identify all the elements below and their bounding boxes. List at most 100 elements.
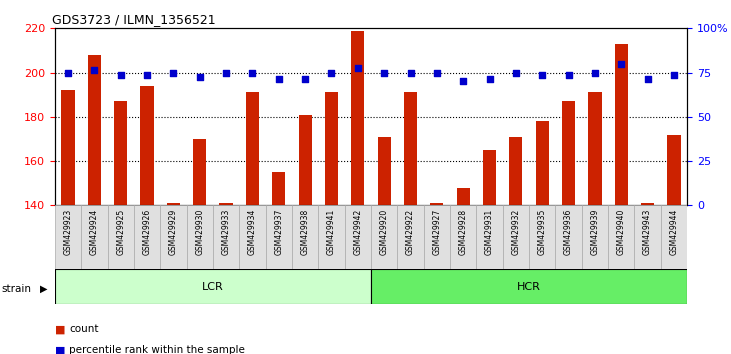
FancyBboxPatch shape [371,269,687,304]
Text: GSM429942: GSM429942 [353,209,363,255]
Bar [667,135,681,205]
FancyBboxPatch shape [55,269,371,304]
Text: count: count [69,324,99,334]
Point [141,72,153,78]
Point [115,72,126,78]
Text: GSM429935: GSM429935 [538,209,547,255]
FancyBboxPatch shape [477,205,503,269]
Point [246,70,258,75]
Point [405,70,417,75]
Text: GSM429925: GSM429925 [116,209,125,255]
Text: GSM429937: GSM429937 [274,209,284,255]
Bar [457,188,470,205]
FancyBboxPatch shape [398,205,424,269]
Bar [562,101,575,205]
Text: GSM429938: GSM429938 [300,209,310,255]
Text: GSM429922: GSM429922 [406,209,415,255]
Bar [61,90,75,205]
Point [194,74,205,80]
Text: ■: ■ [55,346,65,354]
FancyBboxPatch shape [450,205,477,269]
Bar [536,121,549,205]
Text: GSM429941: GSM429941 [327,209,336,255]
Bar [298,115,311,205]
Bar [246,92,259,205]
Bar [193,139,206,205]
FancyBboxPatch shape [81,205,107,269]
Text: GSM429923: GSM429923 [64,209,72,255]
FancyBboxPatch shape [582,205,608,269]
FancyBboxPatch shape [213,205,239,269]
Point [325,70,337,75]
Point [220,70,232,75]
FancyBboxPatch shape [318,205,344,269]
Bar [431,203,444,205]
Text: ▶: ▶ [39,284,47,293]
Point [484,76,496,82]
Bar [325,92,338,205]
Bar [272,172,285,205]
FancyBboxPatch shape [107,205,134,269]
Bar [351,30,364,205]
Point [642,76,654,82]
Text: GDS3723 / ILMN_1356521: GDS3723 / ILMN_1356521 [52,13,216,26]
Bar [641,203,654,205]
Text: GSM429924: GSM429924 [90,209,99,255]
Point [167,70,179,75]
FancyBboxPatch shape [292,205,318,269]
Text: HCR: HCR [517,282,541,292]
Bar [510,137,523,205]
Point [537,72,548,78]
FancyBboxPatch shape [160,205,186,269]
Point [299,76,311,82]
Point [563,72,575,78]
FancyBboxPatch shape [344,205,371,269]
Bar [88,55,101,205]
FancyBboxPatch shape [424,205,450,269]
Text: strain: strain [1,284,31,293]
Text: GSM429936: GSM429936 [564,209,573,255]
Bar [404,92,417,205]
Text: ■: ■ [55,324,65,334]
FancyBboxPatch shape [265,205,292,269]
FancyBboxPatch shape [661,205,687,269]
Text: GSM429944: GSM429944 [670,209,678,255]
Text: percentile rank within the sample: percentile rank within the sample [69,346,246,354]
FancyBboxPatch shape [371,205,398,269]
Text: GSM429926: GSM429926 [143,209,151,255]
FancyBboxPatch shape [503,205,529,269]
Point [352,65,363,71]
Bar [167,203,180,205]
Text: GSM429930: GSM429930 [195,209,204,255]
FancyBboxPatch shape [186,205,213,269]
Bar [588,92,602,205]
Text: LCR: LCR [202,282,224,292]
Bar [483,150,496,205]
FancyBboxPatch shape [635,205,661,269]
FancyBboxPatch shape [55,205,81,269]
Text: GSM429927: GSM429927 [432,209,442,255]
Text: GSM429932: GSM429932 [512,209,520,255]
Text: GSM429940: GSM429940 [617,209,626,255]
Text: GSM429931: GSM429931 [485,209,494,255]
Bar [114,101,127,205]
Text: GSM429939: GSM429939 [591,209,599,255]
FancyBboxPatch shape [556,205,582,269]
Point [431,70,443,75]
Text: GSM429929: GSM429929 [169,209,178,255]
Text: GSM429928: GSM429928 [458,209,468,255]
Point [273,76,284,82]
Point [458,79,469,84]
Text: GSM429933: GSM429933 [221,209,230,255]
Point [668,72,680,78]
FancyBboxPatch shape [529,205,556,269]
Text: GSM429943: GSM429943 [643,209,652,255]
Bar [140,86,154,205]
Text: GSM429920: GSM429920 [379,209,389,255]
FancyBboxPatch shape [239,205,265,269]
Bar [378,137,391,205]
Point [88,68,100,73]
Bar [219,203,232,205]
Point [62,70,74,75]
FancyBboxPatch shape [608,205,635,269]
